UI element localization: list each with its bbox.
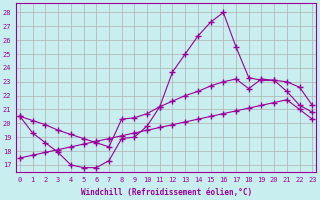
X-axis label: Windchill (Refroidissement éolien,°C): Windchill (Refroidissement éolien,°C) [81,188,252,197]
